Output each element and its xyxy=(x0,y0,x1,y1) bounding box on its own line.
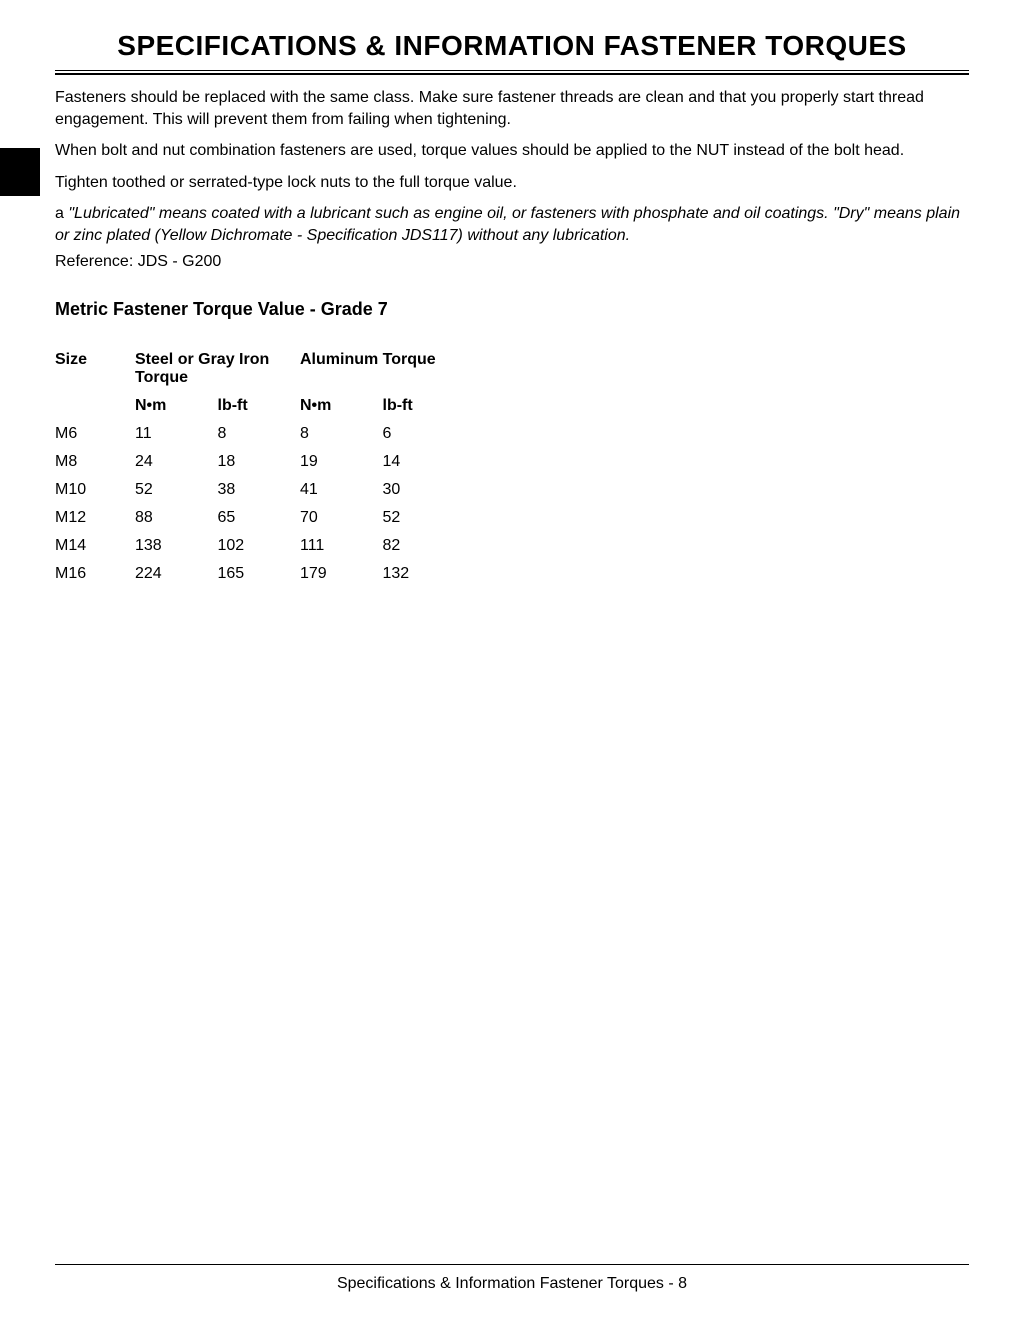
cell-size: M14 xyxy=(55,532,135,560)
table-row: M14 138 102 111 82 xyxy=(55,532,465,560)
col-header-blank xyxy=(55,392,135,420)
cell-steel-nm: 11 xyxy=(135,420,218,448)
cell-steel-lbft: 102 xyxy=(218,532,301,560)
cell-steel-lbft: 18 xyxy=(218,448,301,476)
paragraph-3: Tighten toothed or serrated-type lock nu… xyxy=(55,172,969,194)
cell-steel-nm: 88 xyxy=(135,504,218,532)
cell-steel-nm: 24 xyxy=(135,448,218,476)
cell-steel-nm: 138 xyxy=(135,532,218,560)
cell-al-lbft: 30 xyxy=(383,476,466,504)
col-header-size: Size xyxy=(55,346,135,392)
cell-al-nm: 19 xyxy=(300,448,383,476)
cell-al-nm: 179 xyxy=(300,560,383,588)
cell-al-nm: 70 xyxy=(300,504,383,532)
cell-al-lbft: 6 xyxy=(383,420,466,448)
cell-steel-lbft: 8 xyxy=(218,420,301,448)
footer-text: Specifications & Information Fastener To… xyxy=(0,1275,1024,1293)
col-header-nm-2: N•m xyxy=(300,392,383,420)
cell-al-lbft: 14 xyxy=(383,448,466,476)
table-row: M8 24 18 19 14 xyxy=(55,448,465,476)
cell-size: M6 xyxy=(55,420,135,448)
cell-al-lbft: 132 xyxy=(383,560,466,588)
col-header-lbft-2: lb-ft xyxy=(383,392,466,420)
col-header-lbft-1: lb-ft xyxy=(218,392,301,420)
section-tab xyxy=(0,148,40,196)
cell-steel-lbft: 165 xyxy=(218,560,301,588)
paragraph-1: Fasteners should be replaced with the sa… xyxy=(55,87,969,130)
reference-line: Reference: JDS - G200 xyxy=(55,253,969,271)
table-row: M10 52 38 41 30 xyxy=(55,476,465,504)
cell-al-nm: 41 xyxy=(300,476,383,504)
cell-steel-nm: 224 xyxy=(135,560,218,588)
table-row: M6 11 8 8 6 xyxy=(55,420,465,448)
cell-al-nm: 111 xyxy=(300,532,383,560)
cell-al-lbft: 52 xyxy=(383,504,466,532)
cell-al-lbft: 82 xyxy=(383,532,466,560)
torque-table: Size Steel or Gray Iron Torque Aluminum … xyxy=(55,346,465,588)
col-header-aluminum: Aluminum Torque xyxy=(300,346,465,392)
footnote-text: "Lubricated" means coated with a lubrica… xyxy=(55,205,960,244)
page-content: SPECIFICATIONS & INFORMATION FASTENER TO… xyxy=(0,0,1024,588)
col-header-nm-1: N•m xyxy=(135,392,218,420)
title-rule xyxy=(55,70,969,75)
footnote-marker: a xyxy=(55,205,64,222)
cell-steel-nm: 52 xyxy=(135,476,218,504)
col-header-steel: Steel or Gray Iron Torque xyxy=(135,346,300,392)
paragraph-2: When bolt and nut combination fasteners … xyxy=(55,140,969,162)
page-title: SPECIFICATIONS & INFORMATION FASTENER TO… xyxy=(55,30,969,70)
cell-size: M12 xyxy=(55,504,135,532)
footnote-a: a "Lubricated" means coated with a lubri… xyxy=(55,203,969,246)
table-row: M16 224 165 179 132 xyxy=(55,560,465,588)
cell-steel-lbft: 65 xyxy=(218,504,301,532)
section-heading: Metric Fastener Torque Value - Grade 7 xyxy=(55,299,969,320)
cell-size: M16 xyxy=(55,560,135,588)
cell-steel-lbft: 38 xyxy=(218,476,301,504)
torque-table-body: M6 11 8 8 6 M8 24 18 19 14 M10 52 38 41 … xyxy=(55,420,465,588)
cell-size: M8 xyxy=(55,448,135,476)
table-row: M12 88 65 70 52 xyxy=(55,504,465,532)
footer-rule xyxy=(55,1264,969,1265)
cell-al-nm: 8 xyxy=(300,420,383,448)
cell-size: M10 xyxy=(55,476,135,504)
